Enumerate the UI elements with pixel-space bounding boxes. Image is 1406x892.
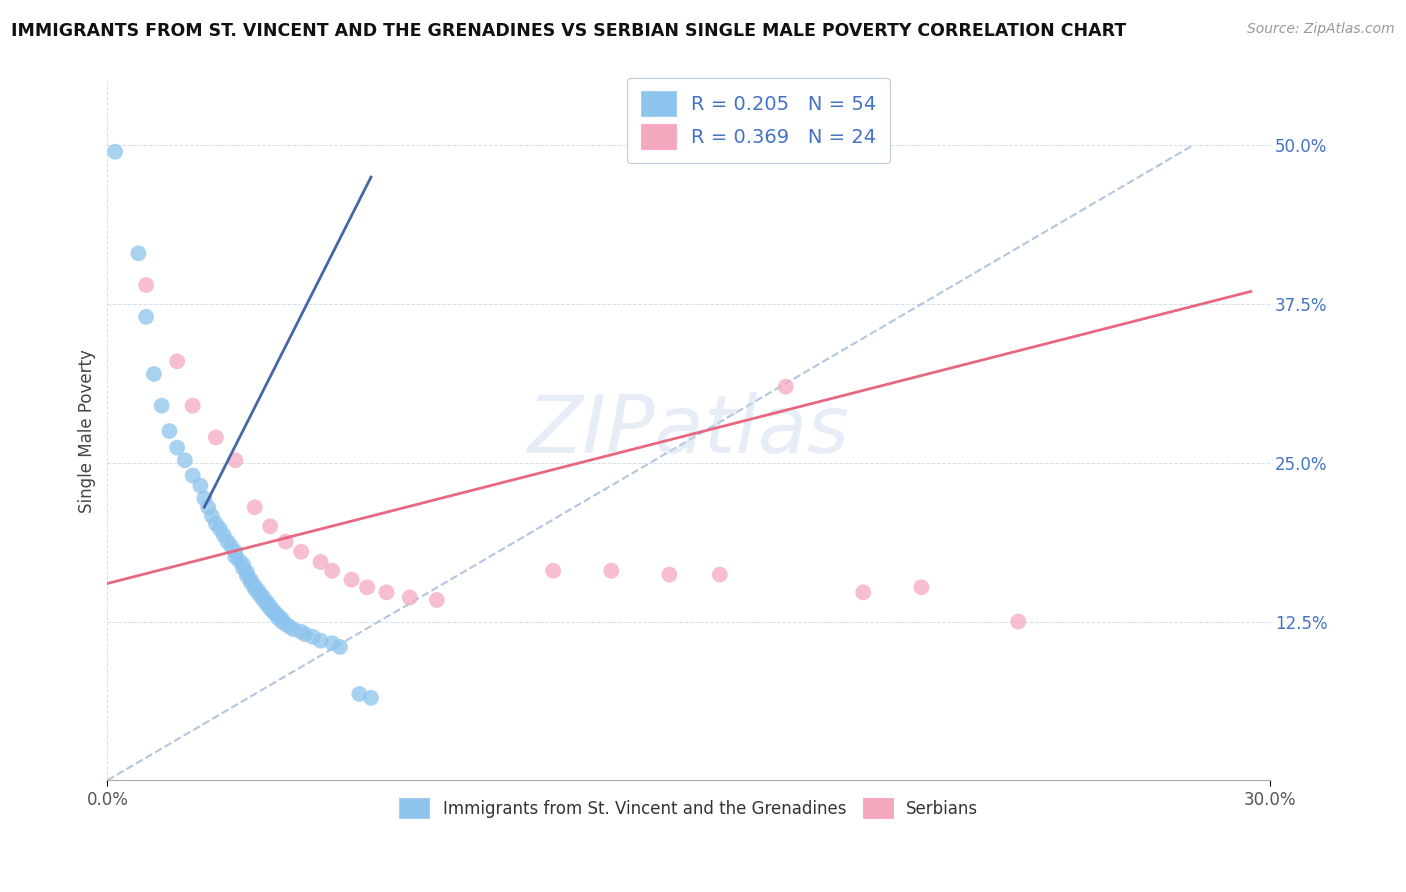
Point [283, 622, 305, 636]
Point [267, 608, 290, 623]
Point [166, 354, 188, 368]
Point [274, 617, 297, 632]
Point [166, 441, 188, 455]
Point [270, 615, 292, 629]
Point [243, 579, 266, 593]
Point [201, 509, 224, 524]
Point [267, 611, 290, 625]
Point [243, 582, 266, 596]
Point [232, 558, 254, 572]
Point [270, 612, 292, 626]
Point [224, 453, 246, 467]
Point [294, 627, 316, 641]
Point [197, 500, 219, 515]
Point [910, 580, 932, 594]
Point [157, 424, 180, 438]
Point [426, 593, 449, 607]
Point [278, 620, 301, 634]
Point [221, 540, 243, 554]
Point [321, 636, 343, 650]
Point [243, 500, 266, 515]
Point [658, 567, 681, 582]
Point [259, 602, 281, 616]
Text: Source: ZipAtlas.com: Source: ZipAtlas.com [1247, 22, 1395, 37]
Point [252, 591, 274, 606]
Point [205, 430, 228, 444]
Point [252, 589, 274, 603]
Point [259, 519, 281, 533]
Point [208, 522, 231, 536]
Point [263, 604, 285, 618]
Point [232, 561, 254, 575]
Point [205, 516, 228, 531]
Point [254, 594, 277, 608]
Point [852, 585, 875, 599]
Point [375, 585, 398, 599]
Point [190, 479, 212, 493]
Text: IMMIGRANTS FROM ST. VINCENT AND THE GRENADINES VS SERBIAN SINGLE MALE POVERTY CO: IMMIGRANTS FROM ST. VINCENT AND THE GREN… [11, 22, 1126, 40]
Legend: Immigrants from St. Vincent and the Grenadines, Serbians: Immigrants from St. Vincent and the Gren… [392, 792, 986, 824]
Point [321, 564, 343, 578]
Point [254, 597, 277, 611]
Point [1007, 615, 1029, 629]
Point [775, 379, 797, 393]
Point [274, 534, 297, 549]
Point [239, 573, 262, 587]
Y-axis label: Single Male Poverty: Single Male Poverty [79, 349, 96, 513]
Point [290, 545, 312, 559]
Point [239, 575, 262, 590]
Point [709, 567, 731, 582]
Point [174, 453, 197, 467]
Point [224, 549, 246, 564]
Point [356, 580, 378, 594]
Point [247, 587, 270, 601]
Point [135, 310, 157, 324]
Point [600, 564, 623, 578]
Point [150, 399, 173, 413]
Point [329, 640, 352, 654]
Point [309, 633, 332, 648]
Point [309, 555, 332, 569]
Point [247, 584, 270, 599]
Point [236, 565, 259, 579]
Point [142, 367, 165, 381]
Point [127, 246, 149, 260]
Point [236, 569, 259, 583]
Point [193, 491, 215, 506]
Point [259, 599, 281, 614]
Point [181, 399, 204, 413]
Point [541, 564, 564, 578]
Point [135, 278, 157, 293]
Text: ZIPatlas: ZIPatlas [527, 392, 849, 470]
Point [340, 573, 363, 587]
Point [263, 606, 285, 620]
Point [360, 690, 382, 705]
Point [301, 630, 323, 644]
Point [290, 624, 312, 639]
Point [349, 687, 371, 701]
Point [212, 528, 235, 542]
Point [398, 591, 420, 605]
Point [181, 468, 204, 483]
Point [217, 534, 239, 549]
Point [104, 145, 127, 159]
Point [228, 553, 250, 567]
Point [224, 545, 246, 559]
